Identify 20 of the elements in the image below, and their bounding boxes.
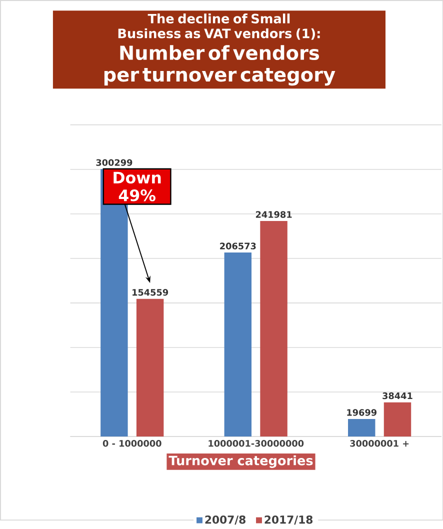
bar — [260, 221, 288, 437]
x-tick-label: 30000001 + — [350, 440, 408, 447]
chart-subtitle: Number of vendors per turnover category — [104, 45, 336, 86]
x-tick-label: 0 - 1000000 — [102, 440, 162, 447]
data-label: 154559 — [132, 289, 168, 296]
x-tick-label: 1000001-30000000 — [208, 440, 304, 447]
chart-title: The decline of Small Business as VAT vendors (1): — [118, 14, 320, 40]
x-axis-title: Turnover categories — [168, 455, 313, 468]
legend-label: 2017/18 — [264, 516, 312, 525]
data-label: 300299 — [96, 159, 132, 166]
data-label: 38441 — [382, 392, 412, 400]
bar — [224, 252, 252, 437]
annotation: Down 49% — [113, 172, 161, 202]
bar — [348, 419, 376, 437]
data-label: 19699 — [346, 409, 376, 416]
bar — [136, 298, 164, 437]
legend-label: 2007/8 — [205, 516, 246, 525]
data-label: 206573 — [220, 242, 256, 250]
data-label: 241981 — [256, 211, 292, 218]
bar — [384, 402, 411, 437]
